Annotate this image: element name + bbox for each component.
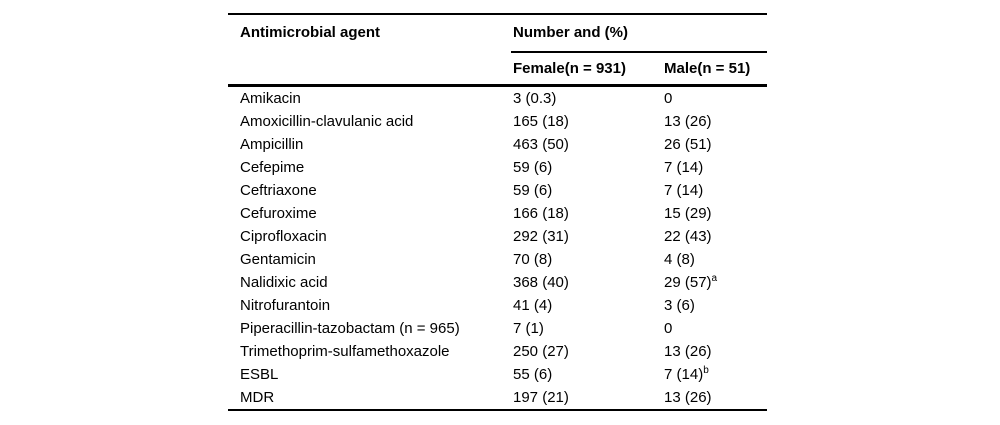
- male-cell: 0: [662, 86, 767, 111]
- female-cell: 368 (40): [513, 273, 569, 291]
- agent-cell: Nalidixic acid: [240, 273, 328, 291]
- agent-cell: Trimethoprim-sulfamethoxazole: [240, 342, 450, 360]
- agent-cell: Amoxicillin-clavulanic acid: [240, 112, 414, 130]
- agent-cell: Gentamicin: [240, 250, 316, 268]
- table-row: Cefepime 59 (6) 7 (14): [228, 156, 767, 179]
- male-superscript: a: [711, 272, 718, 284]
- table-row: Amikacin 3 (0.3) 0: [228, 86, 767, 111]
- male-value: 7 (14): [664, 181, 704, 199]
- table-row: Cefuroxime 166 (18) 15 (29): [228, 202, 767, 225]
- female-cell: 7 (1): [513, 319, 544, 337]
- male-cell: 7 (14)b: [662, 363, 767, 386]
- male-value: 7 (14): [664, 158, 704, 176]
- agent-cell: Ciprofloxacin: [240, 227, 327, 245]
- header-antimicrobial-agent: Antimicrobial agent: [228, 14, 511, 87]
- agent-cell: Ampicillin: [240, 135, 304, 153]
- table-body: Amikacin 3 (0.3) 0 Amoxicillin-clavulani…: [228, 86, 767, 411]
- male-cell: 13 (26): [662, 340, 767, 363]
- table-row: Piperacillin-tazobactam (n = 965) 7 (1) …: [228, 317, 767, 340]
- header-sub-row: Female(n = 931) Male(n = 51): [228, 52, 767, 87]
- male-value: 3 (6): [664, 296, 695, 314]
- header-group-row: Antimicrobial agent Number and (%): [228, 14, 767, 87]
- agent-cell: Cefepime: [240, 158, 305, 176]
- male-value: 22 (43): [664, 227, 712, 245]
- male-value: 13 (26): [664, 342, 712, 360]
- female-cell: 166 (18): [513, 204, 569, 222]
- male-value: 26 (51): [664, 135, 712, 153]
- table-row: Ceftriaxone 59 (6) 7 (14): [228, 179, 767, 202]
- antimicrobial-susceptibility-table: Antimicrobial agent Number and (%) Femal…: [228, 13, 767, 411]
- male-cell: 15 (29): [662, 202, 767, 225]
- female-cell: 292 (31): [513, 227, 569, 245]
- header-male: Male(n = 51): [662, 52, 767, 87]
- female-cell: 197 (21): [513, 388, 569, 406]
- header-number-and-percent: Number and (%): [511, 14, 767, 53]
- agent-cell: Cefuroxime: [240, 204, 317, 222]
- agent-cell: ESBL: [240, 365, 279, 383]
- agent-cell: Amikacin: [240, 89, 301, 107]
- male-value: 0: [664, 89, 673, 107]
- table-row: Nalidixic acid 368 (40) 29 (57)a: [228, 271, 767, 294]
- female-cell: 55 (6): [513, 365, 553, 383]
- male-cell: 22 (43): [662, 225, 767, 248]
- male-value: 7 (14): [664, 365, 704, 383]
- male-cell: 3 (6): [662, 294, 767, 317]
- female-cell: 463 (50): [513, 135, 569, 153]
- male-value: 13 (26): [664, 388, 712, 406]
- female-cell: 165 (18): [513, 112, 569, 130]
- table-row: MDR 197 (21) 13 (26): [228, 386, 767, 410]
- female-cell: 3 (0.3): [513, 89, 557, 107]
- male-cell: 4 (8): [662, 248, 767, 271]
- male-value: 15 (29): [664, 204, 712, 222]
- female-cell: 70 (8): [513, 250, 553, 268]
- male-cell: 13 (26): [662, 386, 767, 410]
- male-cell: 0: [662, 317, 767, 340]
- female-cell: 59 (6): [513, 181, 553, 199]
- table-row: ESBL 55 (6) 7 (14)b: [228, 363, 767, 386]
- agent-cell: Nitrofurantoin: [240, 296, 331, 314]
- table-row: Ciprofloxacin 292 (31) 22 (43): [228, 225, 767, 248]
- male-superscript: b: [703, 364, 709, 376]
- header-female: Female(n = 931): [511, 52, 662, 87]
- male-value: 0: [664, 319, 673, 337]
- table-row: Ampicillin 463 (50) 26 (51): [228, 133, 767, 156]
- agent-cell: Piperacillin-tazobactam (n = 965): [240, 319, 460, 337]
- agent-cell: Ceftriaxone: [240, 181, 317, 199]
- male-value: 29 (57): [664, 273, 712, 291]
- male-value: 4 (8): [664, 250, 695, 268]
- male-cell: 7 (14): [662, 179, 767, 202]
- female-cell: 250 (27): [513, 342, 569, 360]
- table-row: Trimethoprim-sulfamethoxazole 250 (27) 1…: [228, 340, 767, 363]
- female-cell: 41 (4): [513, 296, 553, 314]
- male-value: 13 (26): [664, 112, 712, 130]
- table-row: Gentamicin 70 (8) 4 (8): [228, 248, 767, 271]
- agent-cell: MDR: [240, 388, 275, 406]
- female-cell: 59 (6): [513, 158, 553, 176]
- male-cell: 29 (57)a: [662, 271, 767, 294]
- table-row: Nitrofurantoin 41 (4) 3 (6): [228, 294, 767, 317]
- male-cell: 7 (14): [662, 156, 767, 179]
- table-header: Antimicrobial agent Number and (%) Femal…: [228, 14, 767, 87]
- male-cell: 13 (26): [662, 110, 767, 133]
- table-row: Amoxicillin-clavulanic acid 165 (18) 13 …: [228, 110, 767, 133]
- male-cell: 26 (51): [662, 133, 767, 156]
